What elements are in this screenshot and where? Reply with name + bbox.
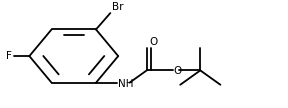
- Text: O: O: [173, 66, 182, 76]
- Text: Br: Br: [112, 2, 123, 12]
- Text: F: F: [6, 51, 12, 61]
- Text: O: O: [149, 37, 158, 47]
- Text: NH: NH: [118, 79, 134, 89]
